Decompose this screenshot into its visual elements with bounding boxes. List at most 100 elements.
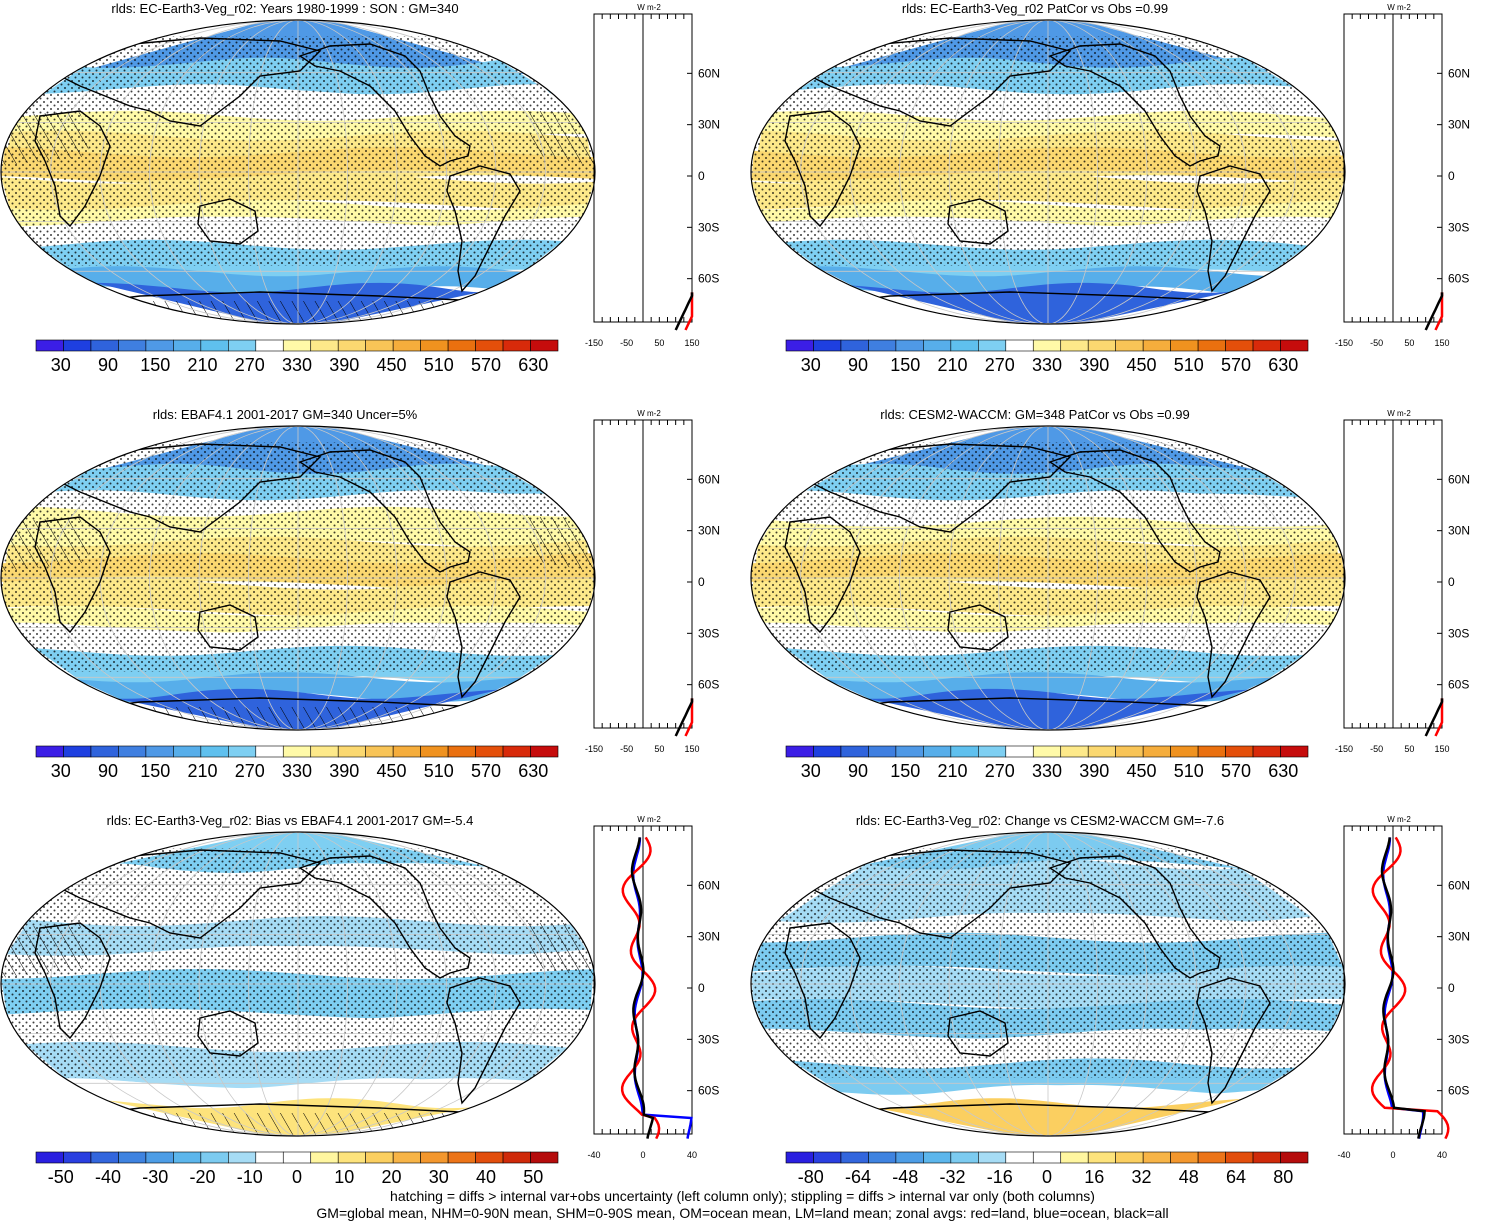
- zonal-x-tick-label: 50: [1404, 744, 1414, 754]
- zonal-lat-label: 0: [1448, 575, 1455, 589]
- colorbar-label: 210: [937, 355, 967, 375]
- meridian-line: [50, 20, 299, 324]
- coastline: [1048, 449, 1221, 573]
- colorbar-label: 270: [235, 761, 265, 781]
- zonal-lat-label: 30N: [1448, 930, 1470, 944]
- meridian-line: [297, 20, 447, 324]
- meridian-line: [297, 426, 546, 730]
- colorbar-swatch: [173, 745, 202, 758]
- zonal-lat-label: 60N: [698, 878, 720, 892]
- colorbar-label: 510: [1174, 761, 1204, 781]
- colorbar-swatch: [1170, 339, 1199, 352]
- hatching: [1, 111, 90, 166]
- meridian-line: [800, 426, 1049, 730]
- colorbar-swatch: [337, 1151, 366, 1164]
- zonal-plot-5: W m-2 -40 0 40 60N 30N 0 30S 60S: [587, 815, 720, 1160]
- colorbar-swatch: [90, 745, 119, 758]
- coastline: [59, 849, 322, 939]
- panel-title-2: rlds: EC-Earth3-Veg_r02 PatCor vs Obs =0…: [901, 1, 1169, 16]
- colorbar-label: 270: [235, 355, 265, 375]
- zonal-x-tick-label: 150: [684, 744, 699, 754]
- colorbar-swatch: [785, 745, 814, 758]
- colorbar-swatch: [447, 339, 476, 352]
- graticule: [751, 426, 1345, 730]
- colorbar-label: 16: [1084, 1167, 1104, 1187]
- map-border: [0, 831, 596, 1137]
- colorbar-label: -50: [48, 1167, 74, 1187]
- zonal-lat-label: 60N: [1448, 66, 1470, 80]
- colorbar-swatch: [840, 745, 869, 758]
- meridian-line: [1047, 20, 1197, 324]
- colorbar-swatch: [255, 745, 284, 758]
- zonal-unit-label: W m-2: [1387, 409, 1411, 418]
- colorbar-label: 450: [1126, 355, 1156, 375]
- graticule: [751, 20, 1345, 324]
- zonal-plot-6: W m-2 -40 0 40 60N 30N 0 30S 60S: [1337, 815, 1470, 1160]
- coastline: [1048, 855, 1221, 979]
- colorbar-swatch: [282, 745, 312, 758]
- zonal-x-tick-label: -50: [620, 338, 633, 348]
- colorbar-4: 30 90 150 210 270 330 390 450 510 570 630: [785, 745, 1309, 781]
- coastline: [947, 198, 1009, 245]
- colorbar-swatch: [337, 339, 366, 352]
- colorbar-label: 510: [424, 355, 454, 375]
- zonal-x-tick-label: 150: [1434, 744, 1449, 754]
- colorbar-label: 30: [801, 761, 821, 781]
- colorbar-label: 150: [890, 355, 920, 375]
- coastline: [34, 922, 111, 1040]
- meridian-line: [1047, 426, 1296, 730]
- colorbar-swatch: [228, 339, 257, 352]
- meridian-line: [1047, 20, 1247, 324]
- colorbar-label: 630: [1268, 355, 1298, 375]
- colorbar-swatch: [950, 339, 979, 352]
- coastline: [947, 1010, 1009, 1057]
- coastline: [784, 110, 861, 228]
- meridian-line: [998, 832, 1049, 1136]
- meridian-line: [50, 426, 299, 730]
- colorbar-swatch: [118, 339, 147, 352]
- map-field: [751, 426, 1345, 730]
- zonal-lat-label: 60S: [1448, 1084, 1469, 1098]
- value-band: [849, 282, 1231, 323]
- colorbar-swatch: [1115, 745, 1144, 758]
- coastline: [59, 37, 322, 127]
- colorbar-label: 90: [848, 761, 868, 781]
- meridian-line: [899, 832, 1049, 1136]
- colorbar-swatch: [392, 745, 421, 758]
- map-field: [1, 20, 595, 324]
- colorbar-swatch: [1087, 1151, 1116, 1164]
- coastline: [809, 849, 1072, 939]
- colorbar-swatch: [447, 745, 476, 758]
- coastline: [809, 37, 1072, 127]
- hatching: [60, 1113, 540, 1136]
- zonal-lat-label: 30S: [1448, 626, 1469, 640]
- colorbar-swatch: [1225, 339, 1254, 352]
- colorbar-label: 90: [98, 761, 118, 781]
- colorbar-label: 0: [292, 1167, 302, 1187]
- colorbar-3: 30 90 150 210 270 330 390 450 510 570 630: [35, 745, 559, 781]
- colorbar-label: -64: [845, 1167, 871, 1187]
- footnote-line-2: GM=global mean, NHM=0-90N mean, SHM=0-90…: [316, 1205, 1169, 1221]
- colorbar-label: 450: [376, 355, 406, 375]
- colorbar-label: -10: [237, 1167, 263, 1187]
- colorbar-swatch: [90, 339, 119, 352]
- colorbar-label: 330: [1032, 761, 1062, 781]
- colorbar-label: 210: [187, 761, 217, 781]
- colorbar-swatch: [530, 745, 559, 758]
- colorbar-swatch: [63, 1151, 92, 1164]
- meridian-line: [1047, 832, 1247, 1136]
- colorbar-label: 570: [1221, 761, 1251, 781]
- colorbar-swatch: [365, 745, 394, 758]
- colorbar-swatch: [923, 339, 952, 352]
- colorbar-swatch: [145, 1151, 174, 1164]
- coastline: [1196, 571, 1271, 699]
- meridian-line: [1047, 20, 1148, 324]
- colorbar-swatch: [1142, 745, 1171, 758]
- colorbar-swatch: [282, 1151, 312, 1164]
- colorbar-swatch: [420, 1151, 449, 1164]
- colorbar-swatch: [1032, 745, 1062, 758]
- value-band: [65, 1078, 515, 1109]
- colorbar-swatch: [530, 1151, 559, 1164]
- colorbar-label: 48: [1179, 1167, 1199, 1187]
- colorbar-swatch: [868, 745, 897, 758]
